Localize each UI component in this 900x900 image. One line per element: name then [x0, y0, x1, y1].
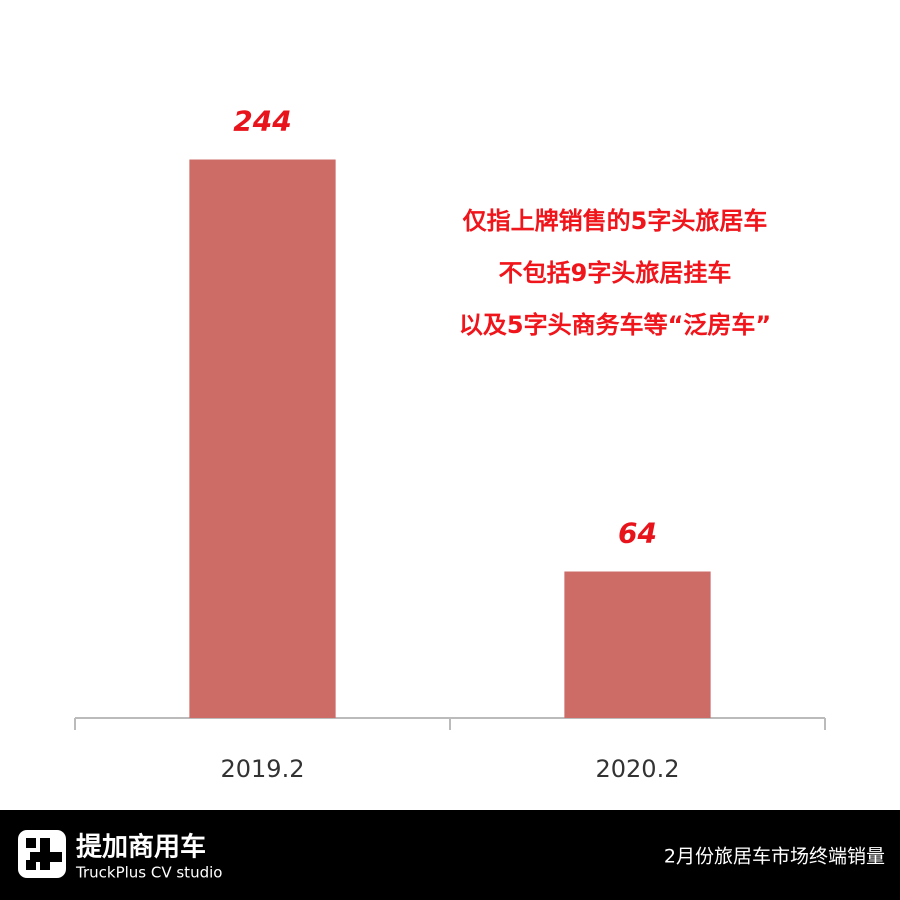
annotation-line: 以及5字头商务车等“泛房车” — [459, 311, 771, 339]
x-tick-label: 2020.2 — [596, 755, 680, 783]
logo-block — [26, 838, 36, 848]
annotation-line: 不包括9字头旅居挂车 — [499, 259, 732, 287]
footer — [0, 810, 900, 900]
value-label: 244 — [233, 105, 291, 138]
annotation-line: 仅指上牌销售的5字头旅居车 — [463, 207, 768, 235]
caption: 2月份旅居车市场终端销量 — [664, 846, 885, 868]
brand-en: TruckPlus CV studio — [75, 864, 222, 882]
logo — [18, 830, 66, 878]
bar — [189, 159, 336, 718]
background — [0, 0, 900, 810]
brand: 提加商用车 — [76, 832, 206, 863]
value-label: 64 — [618, 517, 657, 550]
logo-block — [26, 860, 36, 870]
x-tick-label: 2019.2 — [221, 755, 305, 783]
logo-block — [30, 852, 62, 862]
bar — [564, 571, 711, 718]
